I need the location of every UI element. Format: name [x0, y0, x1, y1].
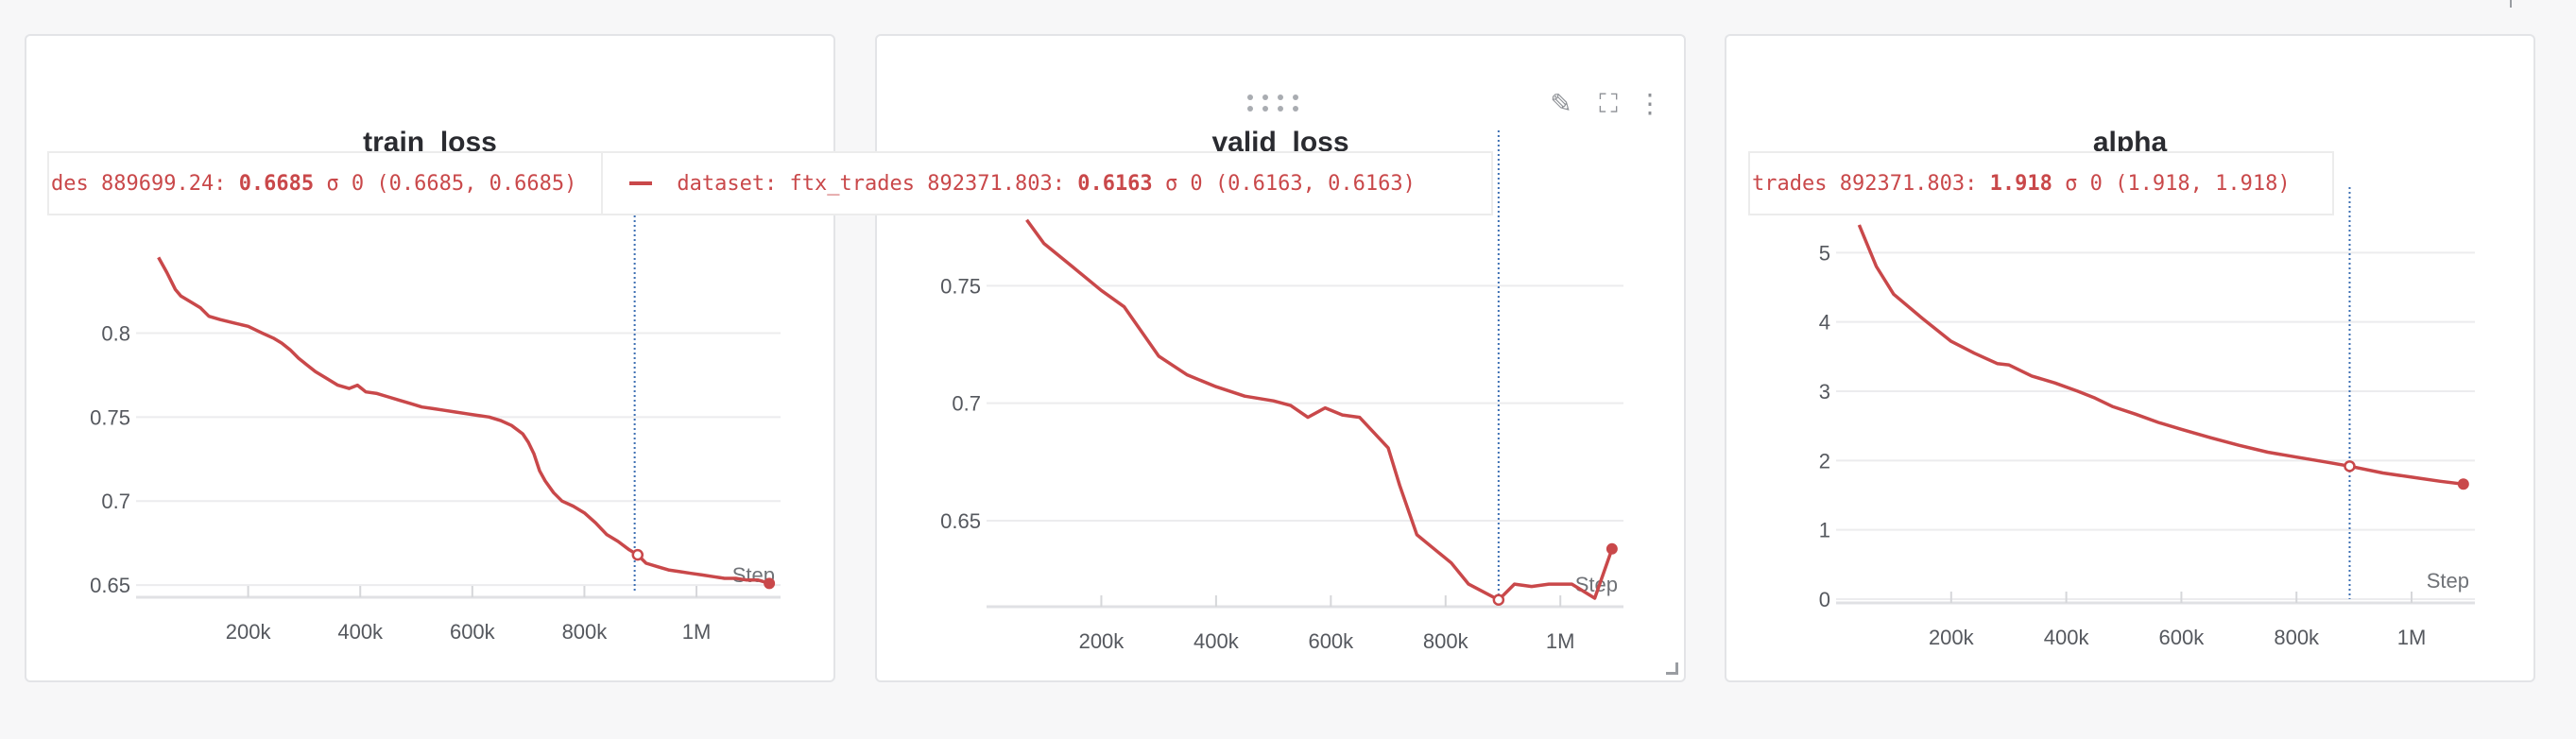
- y-tick-label: 3: [1819, 380, 1830, 404]
- hover-tooltip-alpha: trades 892371.803: 1.918 σ 0 (1.918, 1.9…: [1748, 151, 2334, 215]
- x-tick-label: 400k: [2044, 626, 2090, 649]
- tooltip-sigma: σ 0: [326, 171, 365, 196]
- x-tick-label: 1M: [1546, 629, 1575, 653]
- fullscreen-icon[interactable]: ⛶: [1599, 89, 1618, 118]
- y-tick-label: 0.65: [90, 574, 130, 597]
- tooltip-prefix: trades 892371.803:: [1752, 171, 1978, 196]
- tooltip-range: (0.6685, 0.6685): [376, 171, 577, 196]
- y-tick-label: 1: [1819, 519, 1830, 542]
- y-tick-label: 0.7: [101, 490, 130, 513]
- x-tick-label: 400k: [337, 620, 384, 644]
- x-tick-label: 800k: [562, 620, 609, 644]
- y-tick-label: 4: [1819, 311, 1830, 335]
- x-tick-label: 800k: [1423, 629, 1469, 653]
- tooltip-series-value: 0.6163: [1077, 171, 1153, 196]
- x-tick-label: 600k: [2159, 626, 2206, 649]
- alpha-chart[interactable]: 0 1 2 3 4 5 200k 400k 600k 800k 1M Step: [1726, 36, 2537, 684]
- series-line: [1857, 224, 2464, 487]
- x-tick-label: 200k: [1079, 629, 1125, 653]
- toolbar-edge-mark: [2510, 0, 2512, 8]
- series-line: [1025, 218, 1614, 602]
- series-line: [157, 256, 770, 585]
- series-swatch-icon: [629, 181, 653, 185]
- tooltip-series-range: (0.6163, 0.6163): [1214, 171, 1416, 196]
- tooltip-sigma: σ 0: [2065, 171, 2103, 196]
- y-tick-label: 0.65: [940, 509, 981, 533]
- x-tick-label: 1M: [682, 620, 712, 644]
- resize-corner-icon[interactable]: [1666, 662, 1678, 675]
- x-tick-label: 600k: [450, 620, 496, 644]
- last-point-marker: [2457, 478, 2469, 490]
- hover-point-marker: [631, 548, 644, 561]
- panel-train-loss: train_loss 0.65 0.7 0.75 0.8 200k 400k 600k 800…: [25, 34, 835, 682]
- panel-valid-loss: ✎ ⛶ ⋮ valid_loss 0.65 0.7 0.75 200k 400k 600k…: [875, 34, 1686, 682]
- last-point-marker: [764, 577, 776, 590]
- tooltip-range: (1.918, 1.918): [2115, 171, 2291, 196]
- tooltip-series-prefix: dataset: ftx_trades 892371.803:: [677, 171, 1065, 196]
- pencil-icon[interactable]: ✎: [1550, 89, 1572, 118]
- y-tick-label: 2: [1819, 449, 1830, 473]
- tooltip-value: 0.6685: [238, 171, 315, 196]
- x-axis-label: Step: [2427, 569, 2469, 593]
- y-tick-label: 0.7: [952, 392, 981, 416]
- x-tick-label: 200k: [226, 620, 272, 644]
- x-tick-label: 600k: [1308, 629, 1354, 653]
- hover-point-marker: [2344, 460, 2356, 473]
- y-tick-label: 5: [1819, 241, 1830, 265]
- hover-point-marker: [1492, 593, 1505, 607]
- tooltip-prefix: des 889699.24:: [51, 171, 227, 196]
- tooltip-series-sigma: σ 0: [1164, 171, 1203, 196]
- y-tick-label: 0: [1819, 588, 1830, 611]
- x-tick-label: 1M: [2397, 626, 2427, 649]
- y-tick-label: 0.75: [90, 405, 130, 429]
- drag-handle-icon[interactable]: [1247, 95, 1300, 113]
- hover-tooltip: des 889699.24: 0.6685 σ 0 (0.6685, 0.668…: [47, 151, 1493, 215]
- more-vertical-icon[interactable]: ⋮: [1637, 89, 1663, 118]
- panel-alpha: alpha 0 1 2 3 4 5 200k 400k 600k 800k 1M Step: [1725, 34, 2535, 682]
- tooltip-value: 1.918: [1989, 171, 2052, 196]
- y-tick-label: 0.8: [101, 321, 130, 345]
- last-point-marker: [1606, 542, 1618, 555]
- x-tick-label: 800k: [2274, 626, 2320, 649]
- y-tick-label: 0.75: [940, 274, 981, 298]
- x-tick-label: 200k: [1929, 626, 1975, 649]
- x-tick-label: 400k: [1194, 629, 1240, 653]
